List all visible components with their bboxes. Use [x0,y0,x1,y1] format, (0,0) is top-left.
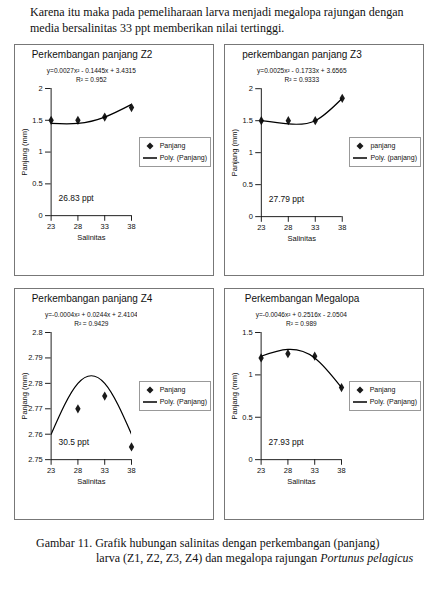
svg-text:Salinitas: Salinitas [288,234,317,243]
svg-text:28: 28 [74,222,82,231]
svg-text:0: 0 [249,455,253,464]
svg-text:2.76: 2.76 [28,430,43,439]
svg-text:0: 0 [249,212,253,221]
svg-text:0: 0 [39,211,43,220]
html-text:Gambar 11. Grafik hubungan sal: Gambar 11. Grafik hubungan salinitas den… [36,536,380,550]
html-text:Poly. (Panjang): Poly. (Panjang) [159,397,207,405]
html-text:Panjang: Panjang [159,141,186,149]
svg-text:33: 33 [311,466,319,475]
svg-text:27.93 ppt: 27.93 ppt [269,437,305,447]
svg-text:38: 38 [338,223,346,232]
svg-text:2.8: 2.8 [32,328,42,337]
svg-text:1: 1 [39,147,43,156]
svg-text:R² = 0.9429: R² = 0.9429 [74,320,109,327]
svg-text:2: 2 [249,84,253,93]
svg-text:y=-0.0004x² + 0.0244x + 2.4104: y=-0.0004x² + 0.0244x + 2.4104 [45,311,137,319]
svg-text:R² = 0.989: R² = 0.989 [286,320,317,327]
svg-text:38: 38 [127,222,135,231]
svg-text:Salinitas: Salinitas [77,233,105,242]
svg-text:Panjang (mm): Panjang (mm) [230,372,239,419]
svg-text:1.5: 1.5 [242,116,252,125]
svg-text:33: 33 [311,223,319,232]
svg-text:28: 28 [284,223,292,232]
svg-text:1.5: 1.5 [32,116,42,125]
svg-text:R² = 0.952: R² = 0.952 [76,76,107,83]
svg-text:1: 1 [249,148,253,157]
svg-text:2.79: 2.79 [28,353,43,362]
svg-text:0.5: 0.5 [242,180,252,189]
svg-text:Panjang (mm): Panjang (mm) [230,129,239,177]
html-text:Poly. (panjang): Poly. (panjang) [370,154,417,162]
svg-text:26.83 ppt: 26.83 ppt [59,193,95,203]
svg-text:1: 1 [249,370,253,379]
html-text:Perkembangan panjang Z2: Perkembangan panjang Z2 [31,49,153,60]
svg-text:y=-0.0046x² + 0.2516x - 2.0504: y=-0.0046x² + 0.2516x - 2.0504 [256,311,347,319]
svg-text:y=0.0025x² - 0.1733x + 3.6565: y=0.0025x² - 0.1733x + 3.6565 [257,67,347,75]
svg-text:Panjang (mm): Panjang (mm) [20,372,29,419]
svg-text:23: 23 [47,466,55,475]
svg-text:2.75: 2.75 [28,455,43,464]
svg-text:Salinitas: Salinitas [77,477,105,486]
html-text:Perkembangan panjang Z4: Perkembangan panjang Z4 [31,293,153,304]
svg-text:23: 23 [257,223,265,232]
svg-text:23: 23 [257,466,265,475]
svg-text:1.5: 1.5 [242,328,252,337]
html-text:Karena itu maka pada pemelihar: Karena itu maka pada pemeliharaan larva … [30,5,404,35]
svg-text:0.5: 0.5 [32,179,42,188]
svg-text:23: 23 [47,222,55,231]
svg-text:28: 28 [74,466,82,475]
svg-text:y=0.0027x² - 0.1445x + 3.4315: y=0.0027x² - 0.1445x + 3.4315 [47,67,136,75]
html-text:larva (Z1, Z2, Z3, Z4) dan meg: larva (Z1, Z2, Z3, Z4) dan megalopa raju… [96,551,414,565]
svg-text:2.78: 2.78 [28,379,43,388]
html-text:Poly. (Panjang): Poly. (Panjang) [369,397,417,405]
svg-text:38: 38 [127,466,135,475]
svg-text:30.5 ppt: 30.5 ppt [59,437,90,447]
html-text:Poly. (Panjang): Poly. (Panjang) [159,153,207,161]
html-text:panjang: panjang [370,142,396,150]
html-text:Perkembangan Megalopa: Perkembangan Megalopa [244,293,360,304]
svg-text:2: 2 [39,84,43,93]
html-text:Panjang: Panjang [369,385,396,393]
svg-text:Panjang (mm): Panjang (mm) [20,128,29,175]
svg-text:27.79 ppt: 27.79 ppt [269,194,305,204]
svg-text:28: 28 [284,466,292,475]
html-text:perkembangan panjang Z3: perkembangan panjang Z3 [242,49,362,60]
svg-text:33: 33 [101,466,109,475]
svg-text:33: 33 [101,222,109,231]
svg-text:R² = 0.9333: R² = 0.9333 [285,76,320,83]
svg-text:38: 38 [337,466,345,475]
svg-text:0.5: 0.5 [242,413,252,422]
svg-text:Salinitas: Salinitas [287,477,315,486]
svg-text:2.77: 2.77 [28,404,43,413]
html-text:Panjang: Panjang [159,385,186,393]
